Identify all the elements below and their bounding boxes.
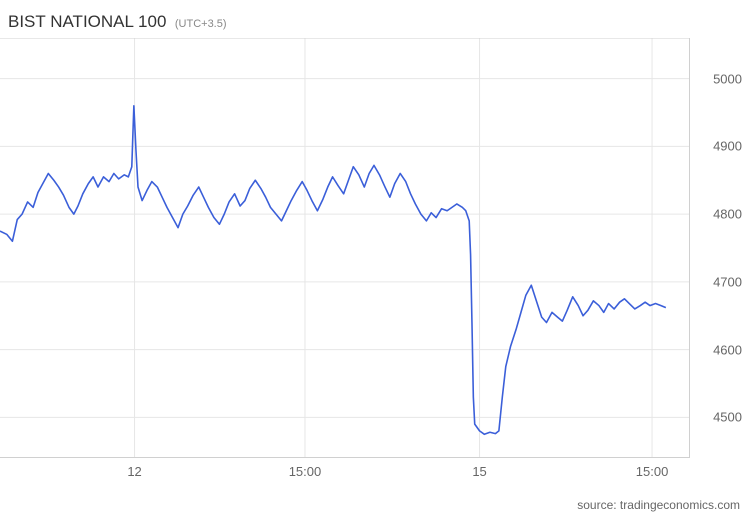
x-tick-label: 15	[472, 464, 486, 479]
chart-plot-area	[0, 38, 690, 458]
y-tick-label: 4600	[713, 342, 742, 357]
y-axis: 4500 4600 4700 4800 4900 5000	[694, 38, 750, 458]
y-tick-label: 4800	[713, 207, 742, 222]
source-attribution: source: tradingeconomics.com	[577, 498, 740, 512]
chart-header: BIST NATIONAL 100 (UTC+3.5)	[8, 12, 227, 32]
price-line	[0, 106, 666, 435]
x-tick-label: 12	[127, 464, 141, 479]
y-tick-label: 4500	[713, 410, 742, 425]
y-tick-label: 4900	[713, 139, 742, 154]
x-tick-label: 15:00	[636, 464, 669, 479]
chart-container: BIST NATIONAL 100 (UTC+3.5) 4500 4600 4700…	[0, 0, 750, 520]
x-axis: 12 15:00 15 15:00	[0, 458, 690, 482]
chart-title: BIST NATIONAL 100	[8, 12, 166, 31]
y-tick-label: 4700	[713, 274, 742, 289]
chart-svg	[0, 38, 690, 458]
chart-timezone: (UTC+3.5)	[175, 18, 227, 30]
x-tick-label: 15:00	[289, 464, 322, 479]
y-tick-label: 5000	[713, 71, 742, 86]
